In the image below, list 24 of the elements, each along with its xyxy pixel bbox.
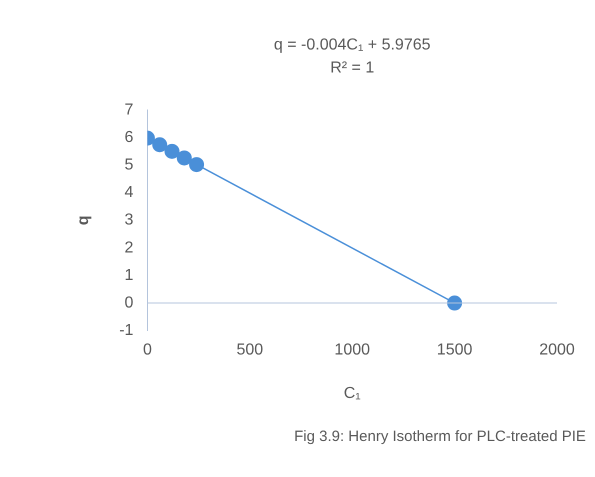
y-tick-label: 1 [124,266,134,284]
x-tick-label: 0 [142,342,152,359]
x-axis-title: C₁ [344,384,361,402]
y-tick-label: -1 [119,322,134,340]
y-tick-label: 5 [124,156,134,174]
point [164,144,180,159]
y-tick-label: 2 [124,239,134,256]
text: R² = 1 [330,59,374,76]
y-tick-label: 6 [124,128,134,146]
x-tick-label: 500 [236,342,264,359]
y-tick-label: 4 [124,184,134,202]
point [189,157,204,172]
point [152,137,168,152]
x-tick-label: 2000 [539,342,575,359]
y-tick-label: 0 [124,294,134,312]
y-axis-title: q [75,215,92,226]
caption: Fig 3.9: Henry Isotherm for PLC-treated PIE [294,428,586,446]
y-tick-label: 7 [124,101,134,118]
y-tick-label: 3 [124,212,134,229]
point [447,296,462,311]
point [176,150,192,166]
x-tick-label: 1500 [436,342,473,359]
x-tick-label: 1000 [334,342,370,359]
text: q = -0.004C₁ + 5.9765 [274,36,431,54]
